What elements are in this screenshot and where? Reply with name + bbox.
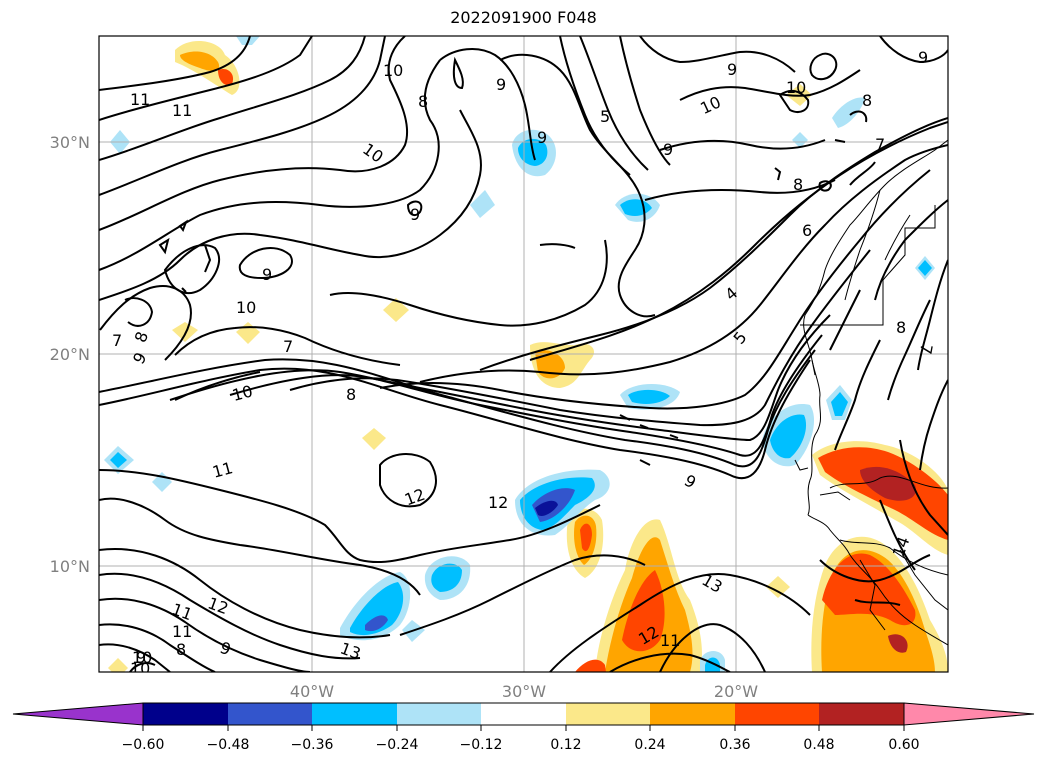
contour-label: 9 xyxy=(262,265,272,284)
lat-label-30n: 30°N xyxy=(50,133,90,152)
colorbar-segment xyxy=(143,703,228,725)
contour-label: 10 xyxy=(236,298,256,317)
contour-label: 8 xyxy=(346,385,356,404)
contour-label: 9 xyxy=(410,205,420,224)
lat-label-10n: 10°N xyxy=(50,557,90,576)
lon-label-30w: 30°W xyxy=(502,682,546,701)
lon-label-40w: 40°W xyxy=(290,682,334,701)
contour-label: 11 xyxy=(172,101,192,120)
colorbar-tick-label: −0.60 xyxy=(122,737,165,753)
contour-label: 7 xyxy=(112,331,122,350)
colorbar-tick-label: 0.60 xyxy=(888,737,919,753)
contour-label: 11 xyxy=(210,458,235,482)
colorbar-tick-label: −0.24 xyxy=(376,737,419,753)
colorbar-segment xyxy=(735,703,819,725)
contour-label: 10 xyxy=(786,78,806,97)
contour-label: 10 xyxy=(132,648,152,667)
contour-label: 9 xyxy=(727,60,737,79)
colorbar-segment xyxy=(650,703,735,725)
contour-label: 11 xyxy=(660,631,680,650)
map-title: 2022091900 F048 xyxy=(450,8,597,27)
colorbar-extend-high xyxy=(903,702,1035,726)
lat-label-20n: 20°N xyxy=(50,345,90,364)
contour-label: 5 xyxy=(600,107,610,126)
colorbar-tick-label: 0.48 xyxy=(803,737,834,753)
contour-label: 8 xyxy=(896,318,906,337)
contour-label: 8 xyxy=(862,91,872,110)
contour-label: 6 xyxy=(802,221,812,240)
colorbar-tick-label: −0.36 xyxy=(291,737,334,753)
contour-label: 9 xyxy=(663,140,673,159)
contour-lines xyxy=(99,36,948,672)
contour-label: 9 xyxy=(537,128,547,147)
contour-label: 10 xyxy=(130,659,150,678)
negative-anomaly-fill xyxy=(104,36,935,672)
colorbar-tick-label: −0.12 xyxy=(460,737,503,753)
map-plot-area: 11 11 10 10 9 9 8 9 5 10 9 10 9 8 7 8 6 … xyxy=(99,36,948,678)
contour-label: 10 xyxy=(230,381,255,405)
contour-label: 8 xyxy=(418,92,428,111)
map-frame xyxy=(98,35,949,673)
contour-label: 7 xyxy=(875,135,885,154)
contour-label: 12 xyxy=(488,493,508,512)
lon-label-20w: 20°W xyxy=(714,682,758,701)
latitude-labels: 30°N 20°N 10°N xyxy=(50,133,90,576)
colorbar-tick-label: 0.36 xyxy=(719,737,750,753)
colorbar-segment xyxy=(566,703,650,725)
colorbar-segment xyxy=(819,703,904,725)
contour-label: 10 xyxy=(383,61,403,80)
contour-label: 8 xyxy=(176,640,186,659)
colorbar-segment xyxy=(312,703,397,725)
colorbar-tick-label: 0.12 xyxy=(550,737,581,753)
colorbar-tick-label: 0.24 xyxy=(634,737,665,753)
colorbar-tick-label: −0.48 xyxy=(207,737,250,753)
contour-label: 9 xyxy=(136,648,146,667)
contour-label: 11 xyxy=(172,622,192,641)
colorbar: −0.60 −0.48 −0.36 −0.24 −0.12 0.12 0.24 … xyxy=(12,702,1035,753)
contour-label: 7 xyxy=(916,342,936,355)
longitude-labels: 40°W 30°W 20°W xyxy=(290,682,758,701)
colorbar-segment xyxy=(481,703,566,725)
colorbar-extend-low xyxy=(12,702,144,726)
contour-label: 9 xyxy=(496,75,506,94)
contour-label: 8 xyxy=(793,175,803,194)
colorbar-segment xyxy=(228,703,312,725)
contour-label: 11 xyxy=(130,90,150,109)
positive-anomaly-fill xyxy=(108,40,948,672)
contour-label: 9 xyxy=(918,48,928,67)
contour-label: 7 xyxy=(283,337,293,356)
colorbar-segment xyxy=(397,703,481,725)
